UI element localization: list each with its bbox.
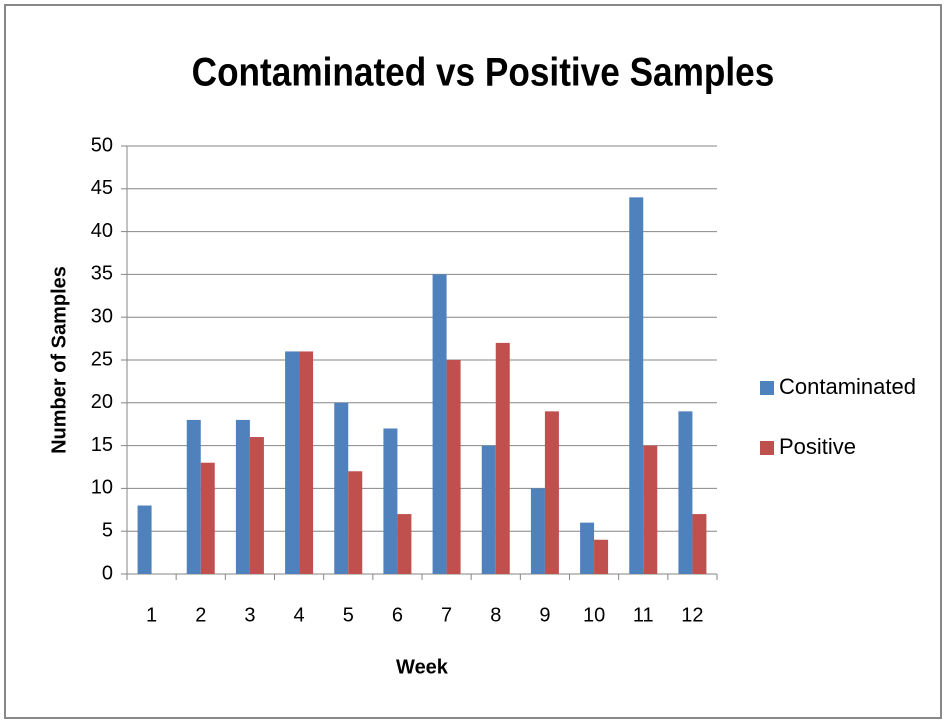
y-tick-label: 15 — [91, 434, 113, 456]
x-tick-label: 4 — [294, 604, 305, 626]
chart-frame — [4, 4, 942, 719]
bar — [235, 419, 250, 574]
y-tick-label: 50 — [91, 134, 113, 156]
y-tick-label: 45 — [91, 177, 113, 199]
y-tick-label: 5 — [102, 519, 113, 541]
bar — [446, 360, 461, 574]
x-tick-label: 7 — [441, 604, 452, 626]
x-tick-label: 6 — [392, 604, 403, 626]
x-tick-label: 3 — [244, 604, 255, 626]
bar — [643, 445, 658, 574]
bar — [580, 522, 595, 574]
x-tick-label: 2 — [195, 604, 206, 626]
y-axis-label: Number of Samples — [48, 266, 70, 454]
legend-swatch — [760, 441, 774, 455]
bar — [334, 402, 349, 574]
y-tick-label: 40 — [91, 220, 113, 242]
legend-label: Contaminated — [779, 374, 916, 399]
y-tick-label: 20 — [91, 391, 113, 413]
legend-label: Positive — [779, 434, 856, 459]
y-tick-label: 25 — [91, 348, 113, 370]
bar — [432, 274, 447, 574]
x-tick-label: 11 — [633, 604, 654, 626]
bar — [530, 488, 545, 574]
bar — [249, 437, 264, 574]
bar — [629, 197, 644, 575]
bar — [348, 471, 363, 574]
bar — [495, 342, 510, 574]
bar — [594, 539, 609, 574]
x-axis-label: Week — [396, 656, 449, 678]
bar — [383, 428, 398, 574]
chart-title: Contaminated vs Positive Samples — [192, 49, 775, 94]
legend-swatch — [760, 381, 774, 395]
x-tick-label: 9 — [539, 604, 550, 626]
y-tick-label: 10 — [91, 477, 113, 499]
x-tick-label: 10 — [583, 604, 605, 626]
bar — [299, 351, 314, 574]
x-tick-label: 5 — [343, 604, 354, 626]
y-tick-label: 30 — [91, 305, 113, 327]
bar — [137, 505, 152, 574]
x-tick-label: 1 — [146, 604, 157, 626]
bar — [186, 419, 201, 574]
x-tick-label: 8 — [490, 604, 501, 626]
bar — [397, 514, 412, 574]
bar — [481, 445, 496, 574]
bar — [678, 411, 693, 574]
bar — [200, 462, 215, 574]
x-tick-label: 12 — [681, 604, 703, 626]
bar — [285, 351, 300, 574]
bar — [544, 411, 559, 574]
y-tick-label: 35 — [91, 263, 113, 285]
bar — [692, 514, 707, 574]
y-tick-label: 0 — [102, 562, 113, 584]
